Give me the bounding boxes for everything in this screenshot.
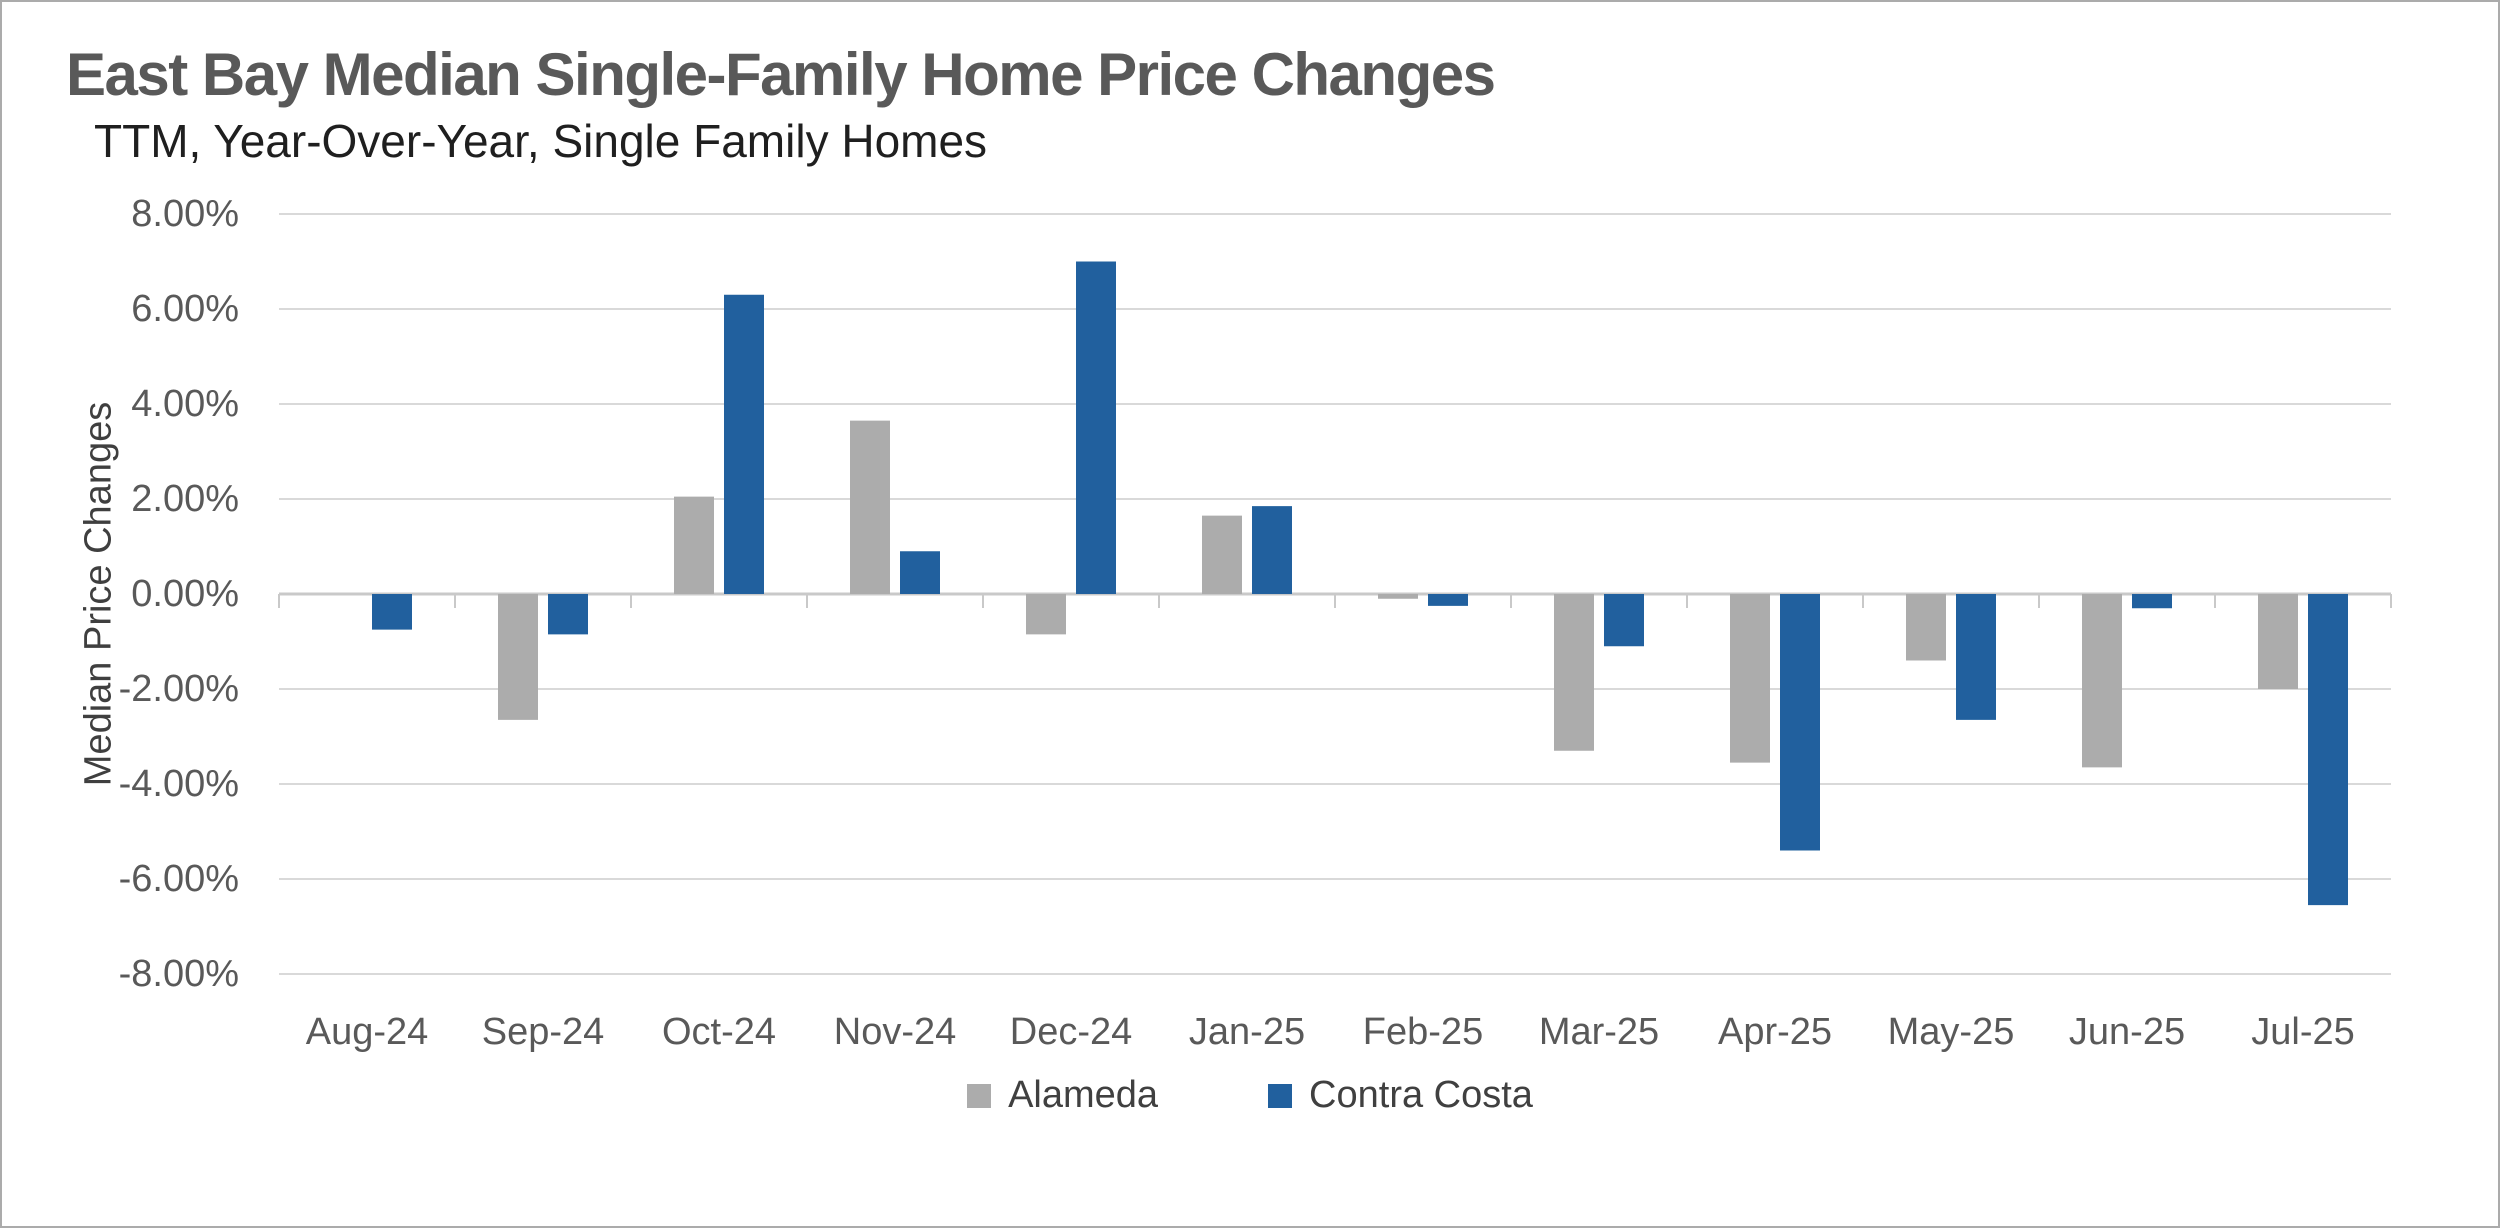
bar-contra-costa-feb-25 [1428, 594, 1468, 606]
legend-label: Alameda [1008, 1074, 1159, 1116]
bar-alameda-sep-24 [498, 594, 538, 720]
bar-alameda-jun-25 [2082, 594, 2122, 768]
legend-label: Contra Costa [1309, 1074, 1533, 1116]
legend-entry-alameda: Alameda [967, 1074, 1158, 1117]
bar-contra-costa-mar-25 [1604, 594, 1644, 647]
chart-title: East Bay Median Single-Family Home Price… [66, 41, 1496, 108]
y-tick-label: -4.00% [119, 763, 239, 805]
x-tick-label-oct-24: Oct-24 [662, 1011, 776, 1053]
x-tick-label-may-25: May-25 [1888, 1011, 2015, 1053]
bar-contra-costa-aug-24 [372, 594, 412, 630]
bar-alameda-apr-25 [1730, 594, 1770, 763]
bar-contra-costa-oct-24 [724, 294, 764, 594]
y-tick-label: 4.00% [131, 383, 239, 425]
bar-contra-costa-jan-25 [1252, 506, 1292, 594]
x-tick-label-jan-25: Jan-25 [1189, 1011, 1305, 1053]
x-tick-label-nov-24: Nov-24 [834, 1011, 957, 1053]
bar-contra-costa-nov-24 [900, 551, 940, 594]
bar-alameda-oct-24 [674, 496, 714, 594]
bar-contra-costa-may-25 [1956, 594, 1996, 720]
y-tick-label: -2.00% [119, 668, 239, 710]
bar-alameda-dec-24 [1026, 594, 1066, 635]
bar-alameda-nov-24 [850, 420, 890, 594]
x-tick-label-apr-25: Apr-25 [1718, 1011, 1832, 1053]
bar-contra-costa-jun-25 [2132, 594, 2172, 609]
bar-contra-costa-apr-25 [1780, 594, 1820, 851]
bar-contra-costa-sep-24 [548, 594, 588, 635]
chart-subtitle: TTM, Year-Over-Year, Single Family Homes [94, 115, 988, 167]
y-tick-label: 2.00% [131, 478, 239, 520]
chart-legend: Alameda Contra Costa [2, 1074, 2498, 1117]
bar-alameda-mar-25 [1554, 594, 1594, 751]
y-tick-label: -8.00% [119, 953, 239, 995]
x-tick-label-jul-25: Jul-25 [2251, 1011, 2355, 1053]
bar-alameda-feb-25 [1378, 594, 1418, 599]
bar-contra-costa-dec-24 [1076, 261, 1116, 594]
legend-swatch-contra-costa [1268, 1083, 1293, 1108]
y-tick-label: 8.00% [131, 193, 239, 235]
y-tick-label: 6.00% [131, 288, 239, 330]
y-tick-label: -6.00% [119, 858, 239, 900]
bar-alameda-may-25 [1906, 594, 1946, 661]
x-tick-label-dec-24: Dec-24 [1010, 1011, 1133, 1053]
x-tick-label-feb-25: Feb-25 [1363, 1011, 1483, 1053]
legend-entry-contra-costa: Contra Costa [1268, 1074, 1533, 1117]
bar-alameda-jul-25 [2258, 594, 2298, 689]
x-tick-label-mar-25: Mar-25 [1539, 1011, 1659, 1053]
legend-swatch-alameda [967, 1083, 992, 1108]
bar-contra-costa-jul-25 [2308, 594, 2348, 906]
bar-alameda-jan-25 [1202, 515, 1242, 594]
x-tick-label-sep-24: Sep-24 [482, 1011, 605, 1053]
x-tick-label-aug-24: Aug-24 [306, 1011, 429, 1053]
x-tick-label-jun-25: Jun-25 [2069, 1011, 2185, 1053]
y-tick-label: 0.00% [131, 573, 239, 615]
